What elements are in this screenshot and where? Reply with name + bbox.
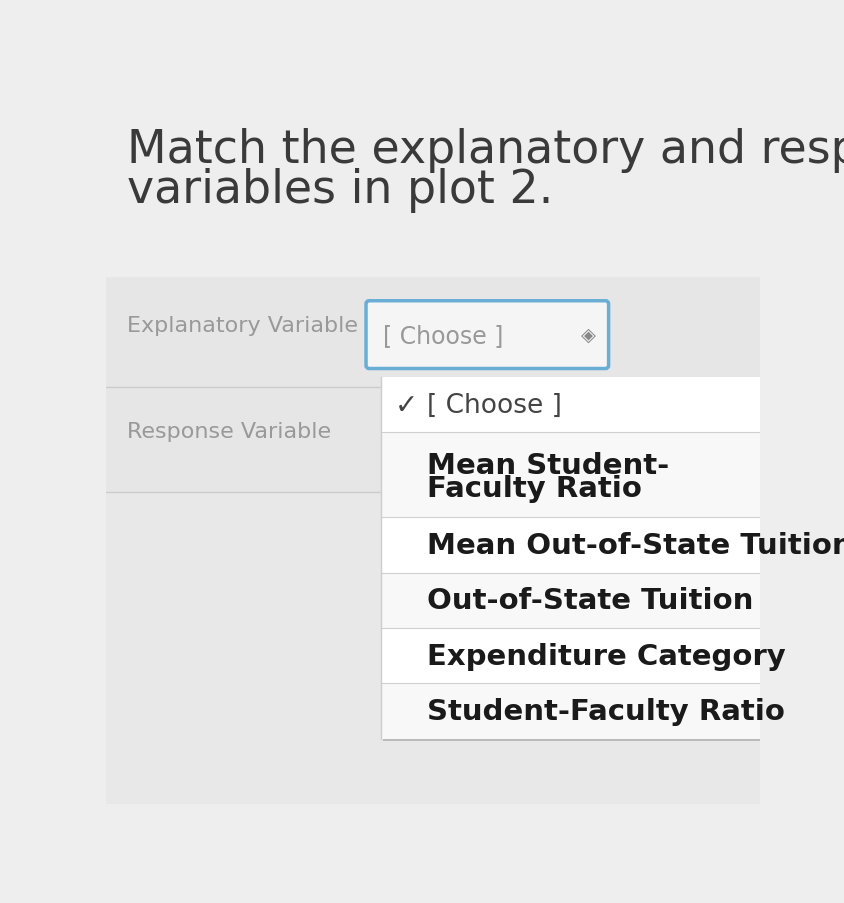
Text: Mean Out-of-State Tuition: Mean Out-of-State Tuition bbox=[427, 531, 844, 559]
Text: ✓: ✓ bbox=[394, 391, 418, 419]
Bar bbox=[381, 377, 760, 433]
Text: Mean Student-: Mean Student- bbox=[427, 452, 668, 479]
Text: Student-Faculty Ratio: Student-Faculty Ratio bbox=[427, 697, 784, 725]
Text: Out-of-State Tuition: Out-of-State Tuition bbox=[427, 587, 753, 615]
Text: Faculty Ratio: Faculty Ratio bbox=[427, 474, 641, 502]
Bar bbox=[381, 517, 760, 573]
Bar bbox=[381, 573, 760, 628]
Text: [ Choose ]: [ Choose ] bbox=[382, 323, 503, 348]
Text: ◈: ◈ bbox=[581, 326, 595, 345]
Bar bbox=[106, 387, 760, 493]
Bar bbox=[382, 380, 762, 741]
Bar bbox=[381, 433, 760, 517]
Bar bbox=[371, 307, 603, 364]
Bar bbox=[381, 628, 760, 684]
Bar bbox=[106, 279, 760, 804]
Bar bbox=[381, 377, 760, 739]
Text: Expenditure Category: Expenditure Category bbox=[427, 642, 785, 670]
Text: Response Variable: Response Variable bbox=[127, 422, 331, 442]
Bar bbox=[106, 279, 760, 387]
FancyBboxPatch shape bbox=[365, 302, 608, 369]
Bar bbox=[381, 684, 760, 739]
Text: [ Choose ]: [ Choose ] bbox=[427, 392, 561, 418]
Text: Explanatory Variable: Explanatory Variable bbox=[127, 315, 358, 335]
Text: Match the explanatory and response: Match the explanatory and response bbox=[127, 127, 844, 172]
Text: variables in plot 2.: variables in plot 2. bbox=[127, 168, 553, 212]
